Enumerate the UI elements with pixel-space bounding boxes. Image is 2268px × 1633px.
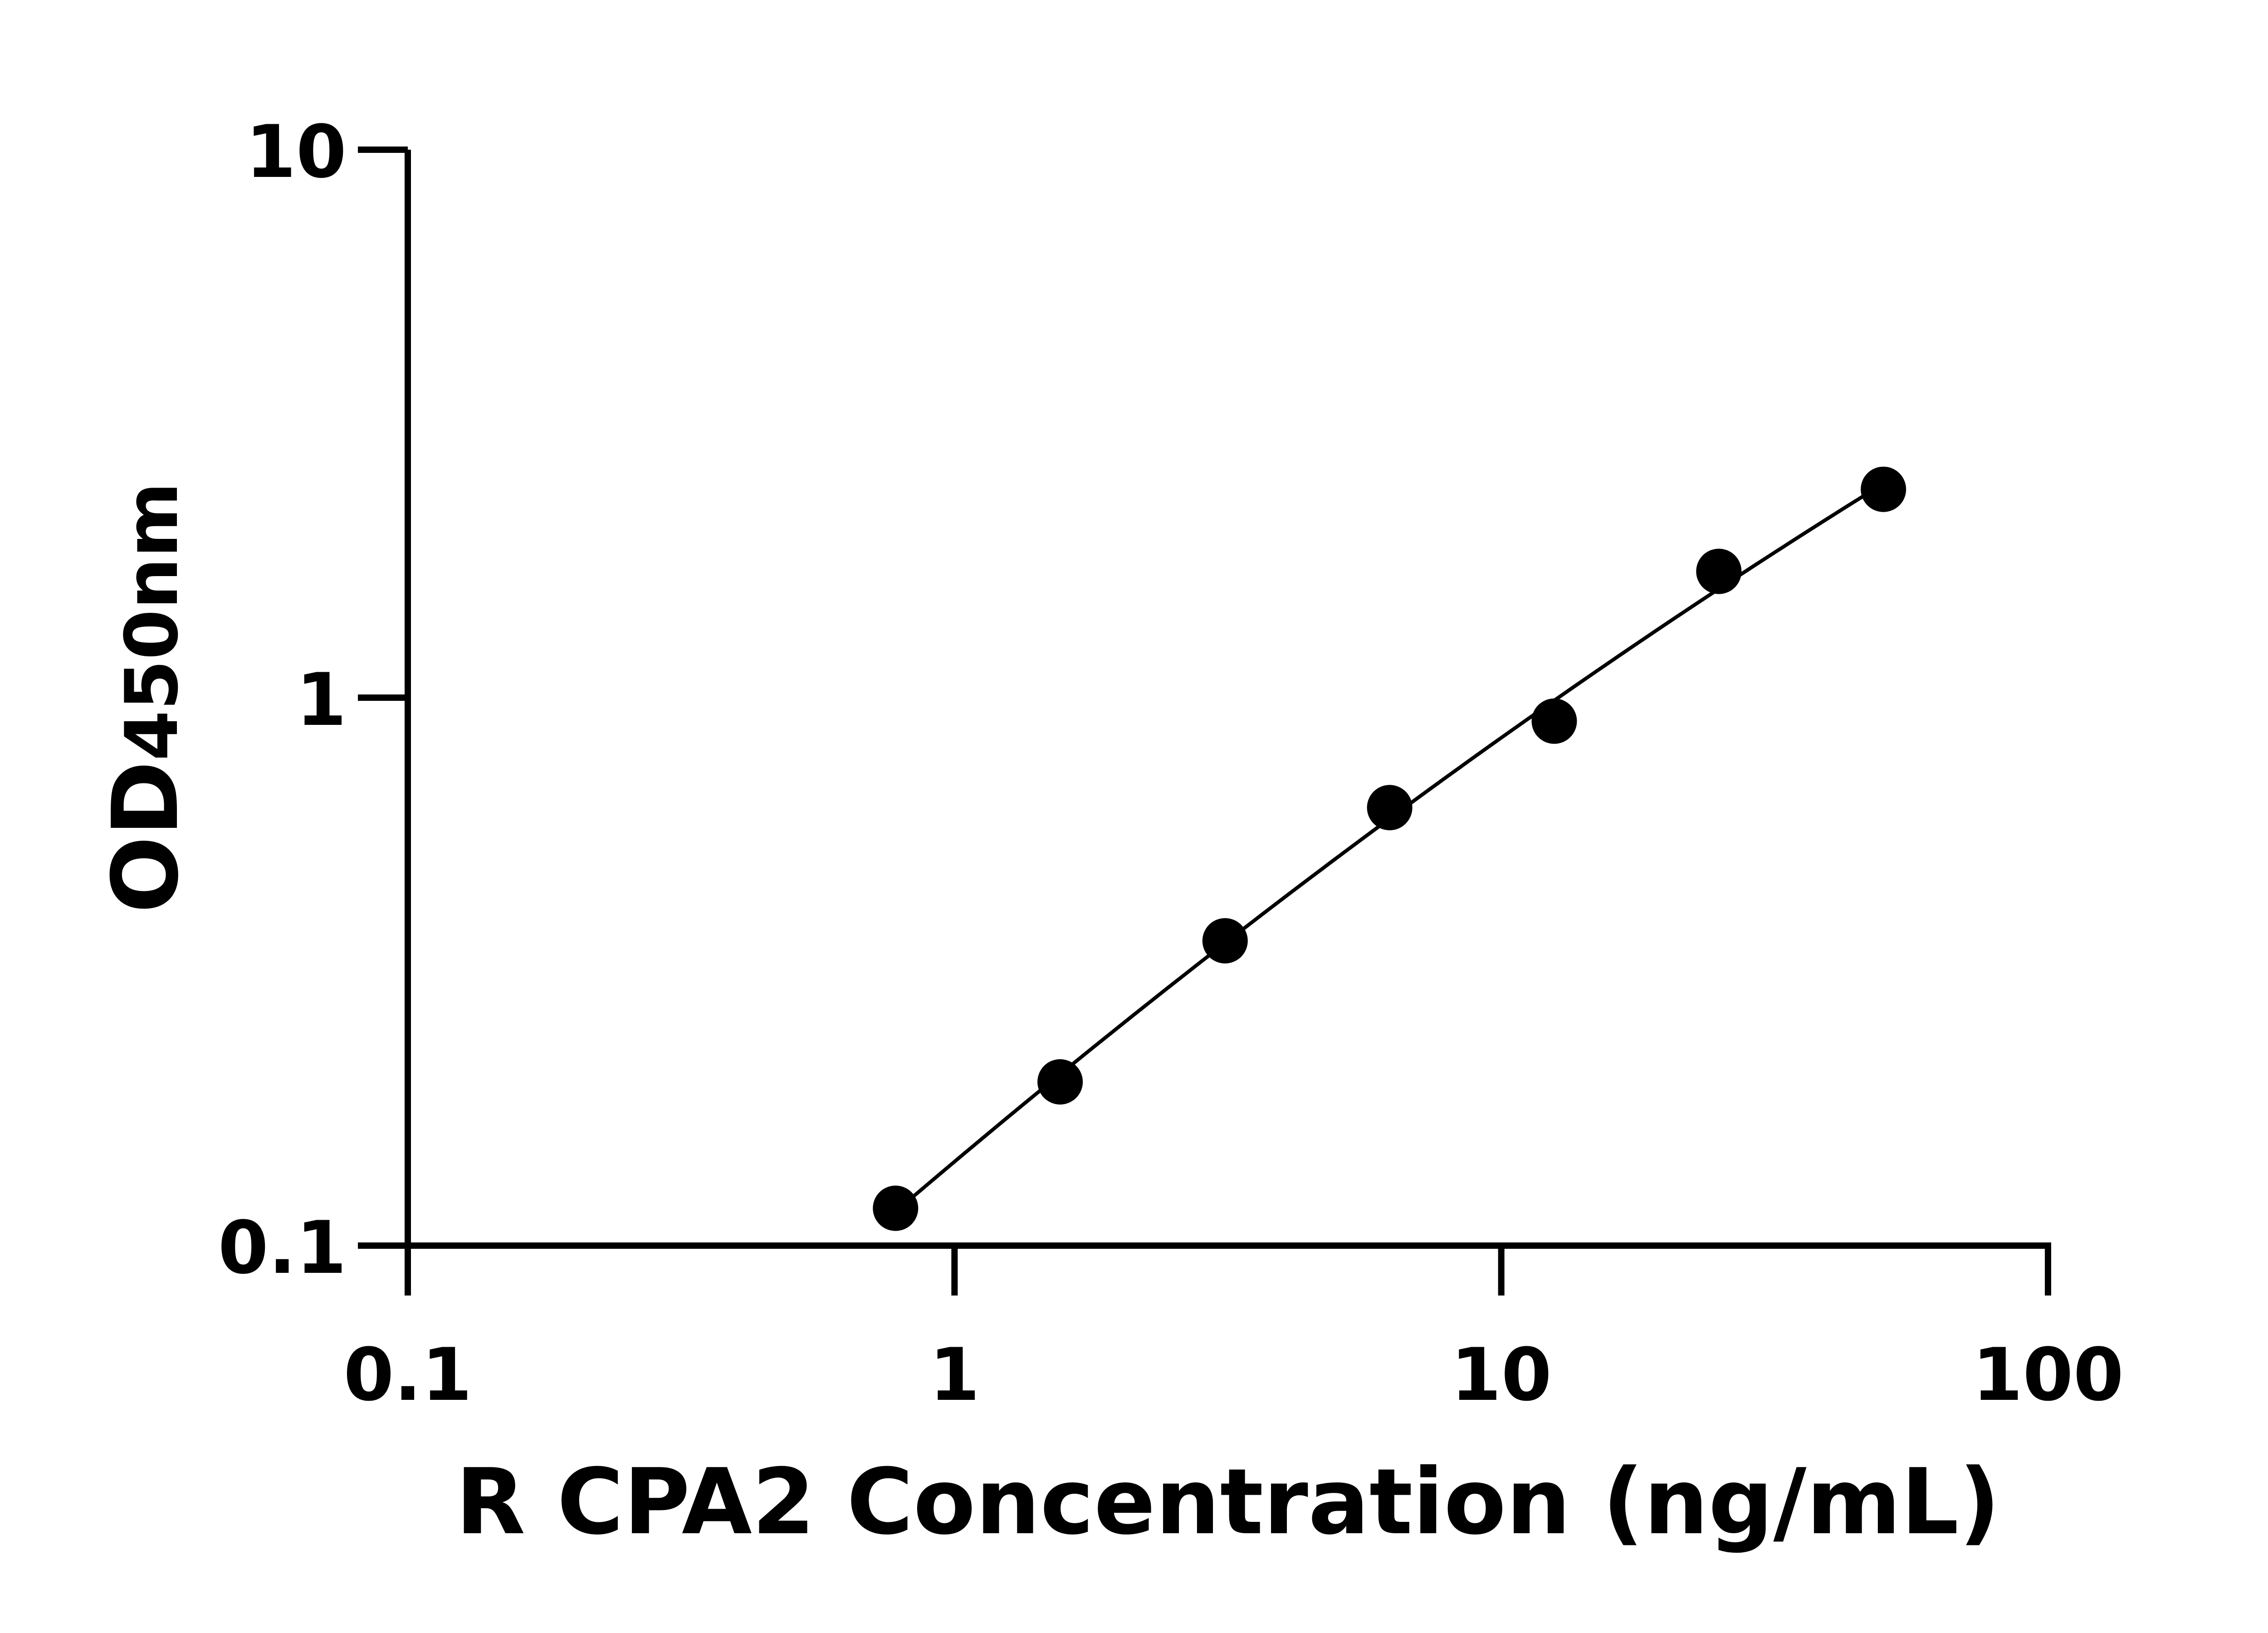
y-axis-label-main: OD <box>93 761 199 913</box>
y-tick-label: 10 <box>245 109 347 194</box>
y-tick-label: 1 <box>296 657 347 742</box>
data-point <box>1202 918 1248 963</box>
data-points <box>873 466 1906 1231</box>
y-axis-label-sub: 450nm <box>109 482 194 761</box>
x-tick-label: 100 <box>1972 1332 2124 1417</box>
data-point <box>1861 466 1906 512</box>
tick-labels: 0.1 1 10 100 0.1 1 10 <box>218 109 2124 1417</box>
data-point <box>1531 698 1577 744</box>
data-point <box>1367 785 1413 831</box>
y-tick-label: 0.1 <box>218 1205 347 1290</box>
fit-curve <box>894 482 1885 1213</box>
x-tick-label: 10 <box>1451 1332 1552 1417</box>
data-point <box>873 1185 919 1231</box>
axes <box>358 147 2051 1296</box>
y-axis-label: OD450nm <box>93 482 199 914</box>
data-point <box>1037 1059 1083 1105</box>
x-tick-label: 0.1 <box>343 1332 472 1417</box>
x-axis-label: R CPA2 Concentration (ng/mL) <box>455 1449 2000 1555</box>
x-tick-label: 1 <box>929 1332 980 1417</box>
data-point <box>1696 548 1742 594</box>
